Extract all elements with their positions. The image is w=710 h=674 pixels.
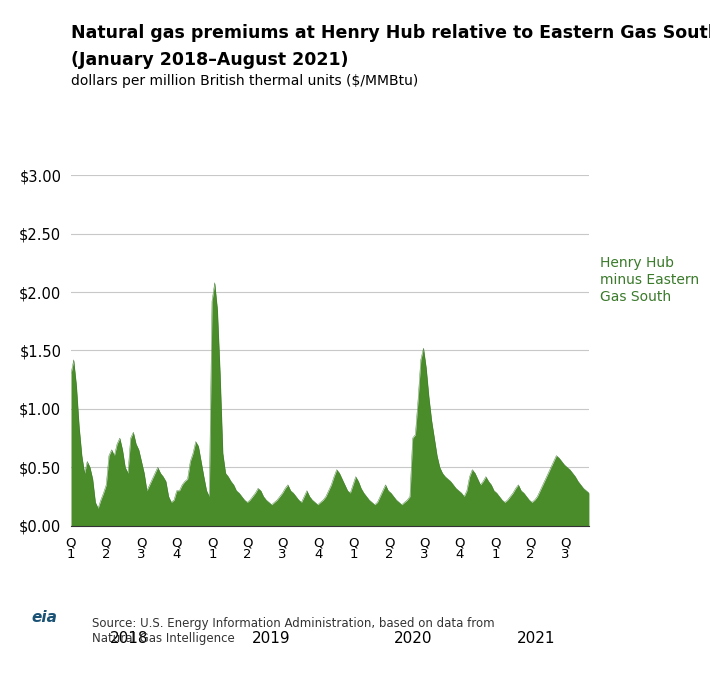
Text: 2020: 2020 [393, 631, 432, 646]
Text: 2018: 2018 [110, 631, 148, 646]
Text: Henry Hub
minus Eastern
Gas South: Henry Hub minus Eastern Gas South [600, 256, 699, 305]
Text: 2021: 2021 [517, 631, 555, 646]
Text: 2019: 2019 [251, 631, 290, 646]
Text: eia: eia [32, 610, 58, 625]
Text: Source: U.S. Energy Information Administration, based on data from
Natural Gas I: Source: U.S. Energy Information Administ… [92, 617, 495, 645]
Text: (January 2018–August 2021): (January 2018–August 2021) [71, 51, 349, 69]
Text: dollars per million British thermal units ($/MMBtu): dollars per million British thermal unit… [71, 74, 418, 88]
Text: Natural gas premiums at Henry Hub relative to Eastern Gas South: Natural gas premiums at Henry Hub relati… [71, 24, 710, 42]
